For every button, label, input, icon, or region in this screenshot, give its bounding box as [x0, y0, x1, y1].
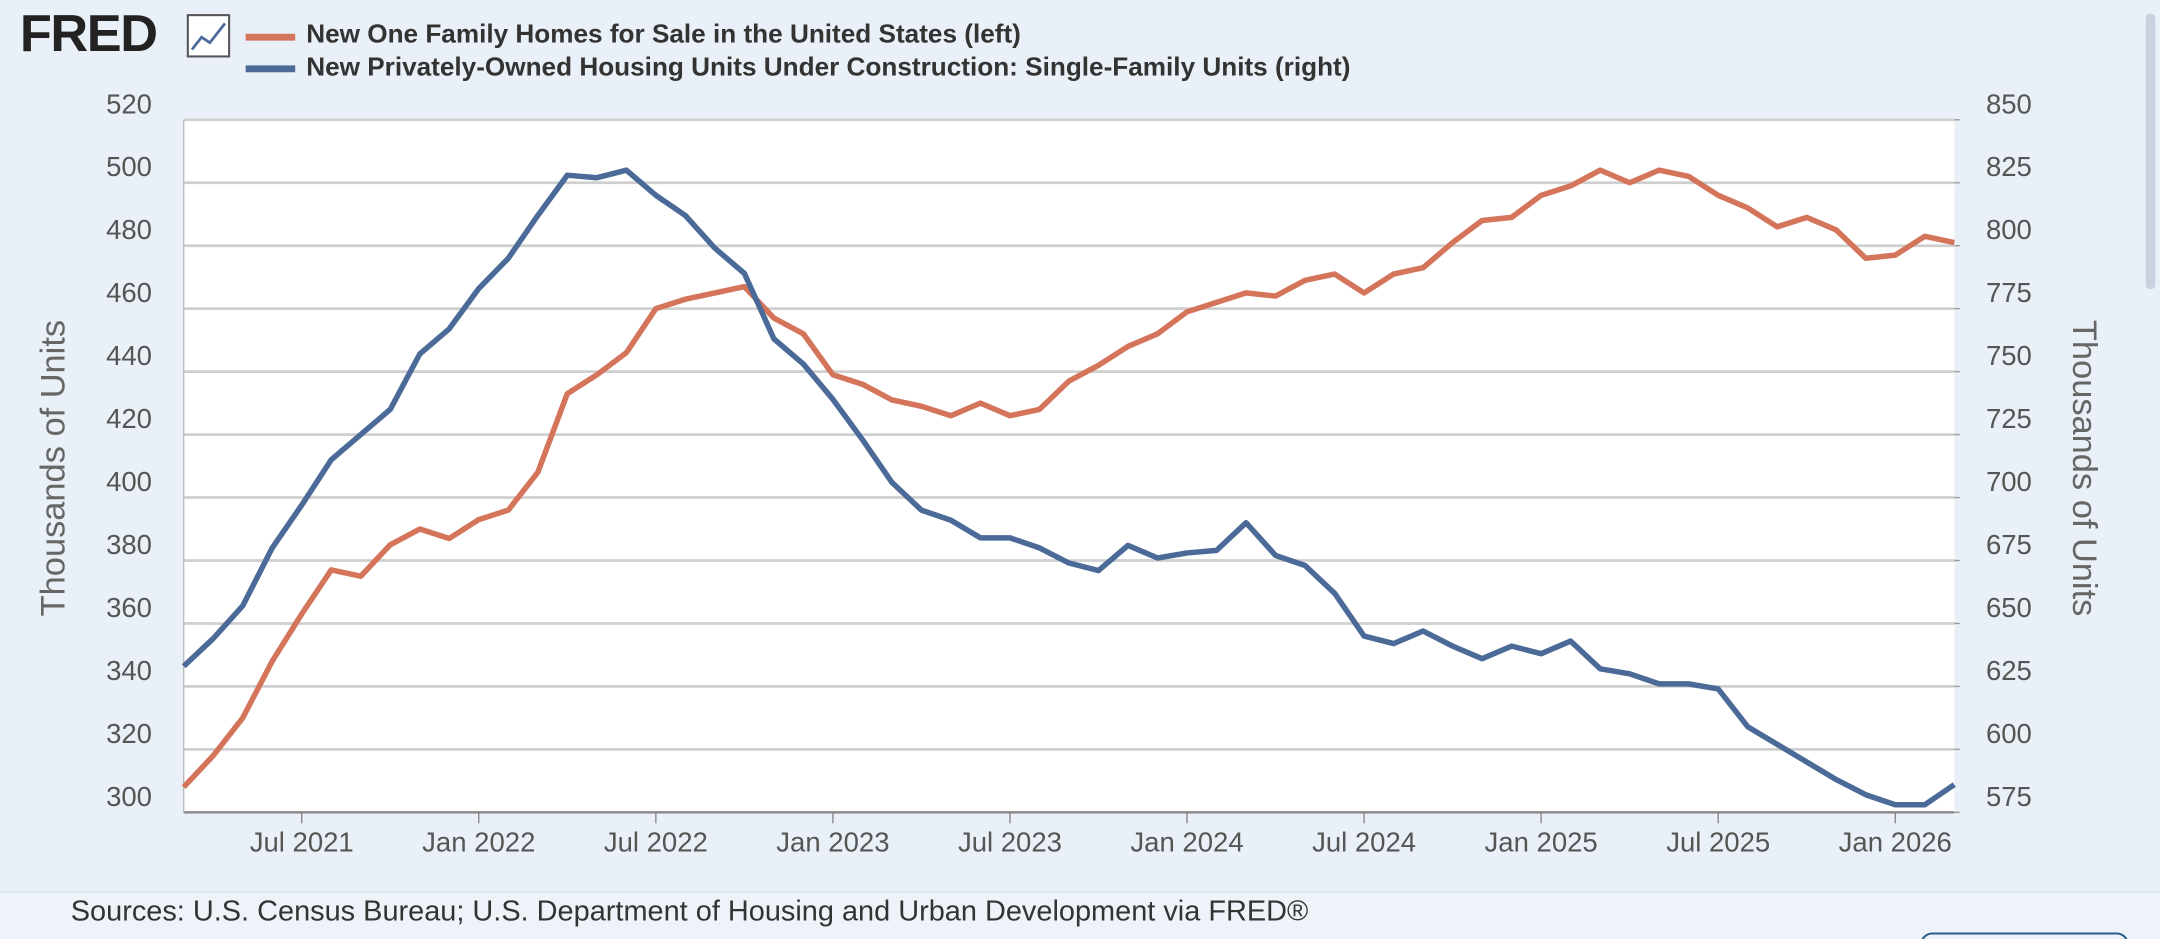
logo: FRED — [20, 5, 157, 63]
x-tick-label: Jul 2025 — [1666, 826, 1770, 857]
y-tick-label: 400 — [106, 466, 152, 497]
footer-band — [0, 892, 2160, 939]
y2-axis-title: Thousands of Units — [2065, 320, 2103, 616]
y-tick-label: 360 — [106, 592, 152, 623]
legend-label: New One Family Homes for Sale in the Uni… — [306, 19, 1021, 49]
y2-tick-label: 750 — [1986, 340, 2032, 371]
x-tick-label: Jul 2022 — [604, 826, 708, 857]
x-tick-label: Jan 2025 — [1485, 826, 1598, 857]
y-axis-title: Thousands of Units — [35, 320, 73, 616]
series-line — [181, 167, 1956, 808]
y-tick-label: 380 — [106, 529, 152, 560]
y-tick-label: 460 — [106, 277, 152, 308]
scrollbar[interactable] — [2145, 13, 2156, 290]
y2-tick-label: 700 — [1986, 466, 2032, 497]
x-tick-label: Jul 2024 — [1312, 826, 1416, 857]
y2-tick-label: 825 — [1986, 151, 2032, 182]
y-tick-label: 300 — [106, 781, 152, 812]
series-line — [181, 167, 1955, 790]
y2-tick-label: 650 — [1986, 592, 2032, 623]
y2-tick-label: 575 — [1986, 781, 2032, 812]
y2-tick-label: 625 — [1986, 655, 2032, 686]
x-tick-label: Jan 2022 — [422, 826, 535, 857]
button[interactable] — [1921, 932, 2128, 939]
x-tick-label: Jan 2026 — [1839, 826, 1952, 857]
y2-tick-label: 800 — [1986, 214, 2032, 245]
y2-tick-label: 775 — [1986, 277, 2032, 308]
y2-tick-label: 725 — [1986, 403, 2032, 434]
x-tick-label: Jul 2023 — [958, 826, 1062, 857]
source-note: Sources: U.S. Census Bureau; U.S. Depart… — [71, 895, 1309, 927]
y2-tick-label: 600 — [1986, 718, 2032, 749]
y-tick-label: 480 — [106, 214, 152, 245]
y-tick-label: 340 — [106, 655, 152, 686]
y-tick-label: 420 — [106, 403, 152, 434]
y-tick-label: 500 — [106, 151, 152, 182]
y-tick-label: 320 — [106, 718, 152, 749]
x-tick-label: Jan 2023 — [776, 826, 889, 857]
y-tick-label: 520 — [106, 88, 152, 119]
y2-tick-label: 675 — [1986, 529, 2032, 560]
plot-area — [183, 119, 1955, 813]
logo-icon — [186, 14, 231, 58]
y-tick-label: 440 — [106, 340, 152, 371]
x-tick-label: Jul 2021 — [250, 826, 354, 857]
x-tick-label: Jan 2024 — [1130, 826, 1243, 857]
y2-tick-label: 850 — [1986, 88, 2032, 119]
legend-label: New Privately-Owned Housing Units Under … — [306, 52, 1350, 82]
